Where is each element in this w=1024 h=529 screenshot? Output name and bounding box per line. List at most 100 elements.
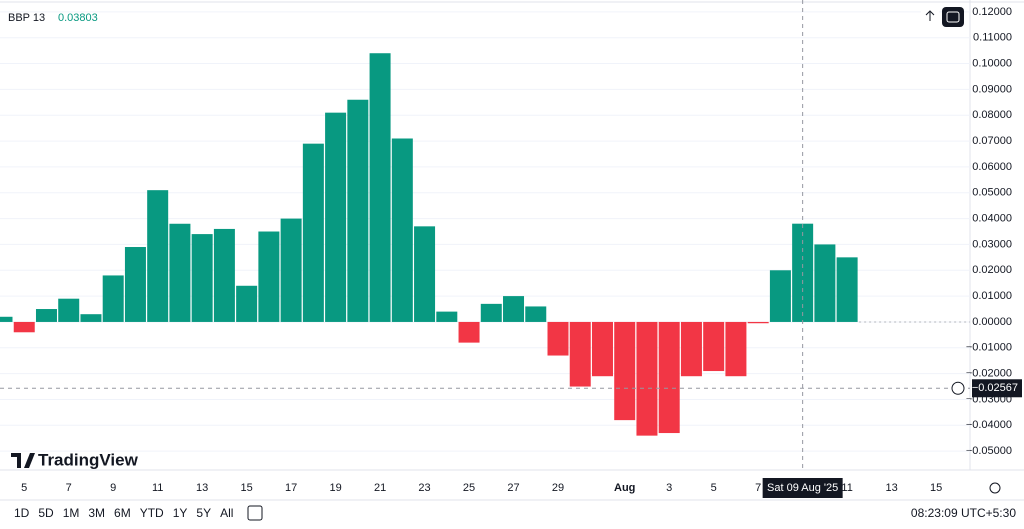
bar xyxy=(703,321,725,372)
bar xyxy=(569,321,591,387)
bar xyxy=(814,244,836,322)
range-button[interactable]: All xyxy=(220,506,233,520)
bar xyxy=(503,296,525,322)
bar xyxy=(147,190,169,322)
bar xyxy=(725,321,747,377)
bar xyxy=(35,309,57,322)
x-tick-label: 27 xyxy=(507,482,519,494)
range-button[interactable]: 3M xyxy=(88,506,105,520)
bar xyxy=(80,314,102,322)
button[interactable] xyxy=(942,7,964,27)
bar xyxy=(325,112,347,322)
y-tick-label: 0.07000 xyxy=(972,135,1012,147)
x-tick-label: 17 xyxy=(285,482,297,494)
x-tick-label: 21 xyxy=(374,482,386,494)
bar xyxy=(102,275,124,322)
x-tick-label: 11 xyxy=(152,482,163,494)
range-button[interactable]: 1M xyxy=(63,506,80,520)
bar xyxy=(191,234,213,322)
y-tick-label: 0.12000 xyxy=(972,6,1012,18)
bar xyxy=(769,270,791,322)
y-tick-label: 0.02000 xyxy=(972,264,1012,276)
y-tick-label: −0.01000 xyxy=(966,342,1012,354)
y-tick-label: 0.09000 xyxy=(972,83,1012,95)
x-tick-label: 29 xyxy=(552,482,564,494)
bar xyxy=(547,321,569,356)
bar xyxy=(236,285,258,322)
bar xyxy=(213,228,235,322)
x-tick-label: 5 xyxy=(711,482,717,494)
bar xyxy=(302,143,324,322)
bar xyxy=(0,316,13,322)
y-tick-label: 0.00000 xyxy=(972,316,1012,328)
crosshair-y-label: −0.02567 xyxy=(972,382,1018,394)
bar xyxy=(680,321,702,377)
brand: TradingView xyxy=(38,450,139,469)
date-range-icon[interactable] xyxy=(247,505,263,521)
bar xyxy=(591,321,613,377)
bar xyxy=(436,311,458,322)
y-tick-label: 0.04000 xyxy=(972,212,1012,224)
range-button[interactable]: 5D xyxy=(38,506,54,520)
bar xyxy=(458,321,480,343)
scroll-buttons[interactable] xyxy=(921,7,964,27)
bar xyxy=(13,321,35,333)
indicator-name: BBP 13 xyxy=(8,12,45,24)
y-tick-label: 0.03000 xyxy=(972,238,1012,250)
bar xyxy=(258,231,280,322)
y-tick-label: 0.05000 xyxy=(972,187,1012,199)
y-tick-label: −0.05000 xyxy=(966,445,1012,457)
y-tick-label: 0.11000 xyxy=(973,32,1012,44)
y-tick-label: −0.02000 xyxy=(966,368,1012,380)
add-icon[interactable] xyxy=(951,381,965,395)
range-button[interactable]: 1D xyxy=(14,506,30,520)
x-tick-label: 11 xyxy=(841,482,852,494)
range-button[interactable]: 1Y xyxy=(173,506,188,520)
x-tick-label: 15 xyxy=(930,482,942,494)
x-tick-label: 15 xyxy=(241,482,253,494)
bar xyxy=(525,306,547,322)
icon xyxy=(946,11,960,23)
bar xyxy=(280,218,302,322)
x-tick-label: 7 xyxy=(66,482,72,494)
x-tick-label: 13 xyxy=(196,482,208,494)
y-tick-label: 0.10000 xyxy=(972,57,1012,69)
bar xyxy=(347,99,369,322)
clock: 08:23:09 UTC+5:30 xyxy=(911,506,1016,520)
bar xyxy=(391,138,413,322)
bar xyxy=(480,303,502,322)
bar xyxy=(747,321,769,324)
x-tick-label: 9 xyxy=(110,482,116,494)
y-tick-label: 0.08000 xyxy=(972,109,1012,121)
x-tick-label: Aug xyxy=(614,482,635,494)
logo: TradingView xyxy=(11,450,139,469)
crosshair-y-box xyxy=(972,379,1022,398)
range-button[interactable]: 5Y xyxy=(196,506,211,520)
x-tick-label: 3 xyxy=(666,482,672,494)
range-button[interactable]: YTD xyxy=(140,506,164,520)
bar xyxy=(636,321,658,436)
y-tick-label: 0.06000 xyxy=(972,161,1012,173)
crosshair-x-label: Sat 09 Aug '25 xyxy=(767,482,838,494)
bar xyxy=(124,247,146,322)
bar xyxy=(836,257,858,322)
crosshair-x-box xyxy=(762,478,843,498)
x-tick-label: 7 xyxy=(755,482,761,494)
bar xyxy=(414,226,436,322)
x-tick-label: 19 xyxy=(329,482,341,494)
range-button[interactable]: 6M xyxy=(114,506,131,520)
x-tick-label: 25 xyxy=(463,482,475,494)
y-tick-label: −0.04000 xyxy=(966,419,1012,431)
x-tick-label: 23 xyxy=(418,482,430,494)
bar xyxy=(169,223,191,322)
x-tick-label: 5 xyxy=(21,482,27,494)
indicator-value: 0.03803 xyxy=(58,12,98,24)
settings-icon[interactable] xyxy=(989,482,1001,494)
bar xyxy=(58,298,80,322)
bar xyxy=(614,321,636,421)
bar xyxy=(369,53,391,322)
arrow-icon xyxy=(925,10,935,21)
bar xyxy=(658,321,680,434)
y-tick-label: 0.01000 xyxy=(972,290,1012,302)
